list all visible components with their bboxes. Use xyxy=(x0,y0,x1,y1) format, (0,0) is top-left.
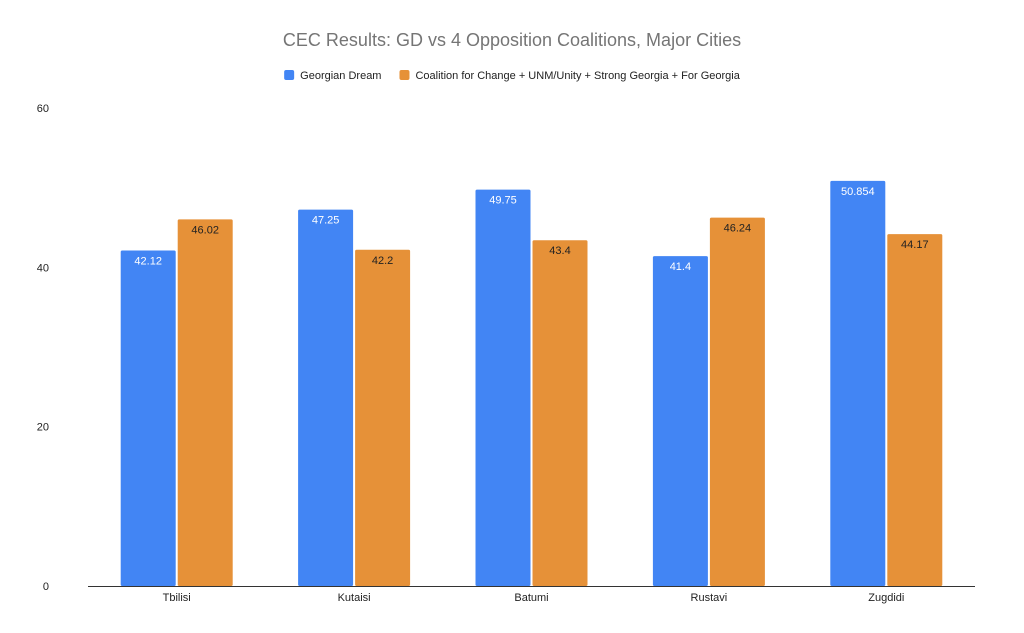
data-label: 44.17 xyxy=(901,239,929,251)
x-axis: Tbilisi Kutaisi Batumi Rustavi Zugdidi xyxy=(88,586,975,604)
data-label: 50.854 xyxy=(841,186,875,198)
data-label: 46.02 xyxy=(191,224,219,236)
x-tick-label: Kutaisi xyxy=(338,592,371,604)
y-tick-label: 0 xyxy=(43,581,49,593)
data-label: 42.12 xyxy=(134,255,162,267)
bar-coalition-zugdidi xyxy=(887,234,943,586)
legend-swatch xyxy=(399,70,410,80)
legend-swatch xyxy=(284,70,295,80)
bar-coalition-tbilisi xyxy=(177,219,233,586)
y-tick-label: 60 xyxy=(37,103,49,115)
legend-label: Georgian Dream xyxy=(300,70,381,82)
x-tick-label: Batumi xyxy=(514,592,548,604)
bar-georgian-dream-rustavi xyxy=(652,256,708,586)
y-tick-label: 40 xyxy=(37,262,49,274)
y-axis: 0 20 40 60 xyxy=(37,103,49,593)
legend-label: Coalition for Change + UNM/Unity + Stron… xyxy=(415,70,740,82)
data-label: 47.25 xyxy=(312,215,340,227)
bar-georgian-dream-kutaisi xyxy=(298,209,354,586)
bar-coalition-batumi xyxy=(532,240,588,586)
x-tick-label: Tbilisi xyxy=(163,592,191,604)
legend: Georgian Dream Coalition for Change + UNM… xyxy=(284,70,741,82)
data-label: 43.4 xyxy=(549,245,570,257)
data-labels: 42.12 46.02 47.25 42.2 49.75 43.4 41.4 46.24 50.… xyxy=(134,186,928,273)
data-label: 41.4 xyxy=(670,261,691,273)
bar-georgian-dream-tbilisi xyxy=(120,250,176,586)
bar-coalition-kutaisi xyxy=(355,249,411,586)
data-label: 42.2 xyxy=(372,255,393,267)
chart-title: CEC Results: GD vs 4 Opposition Coalitio… xyxy=(283,30,741,50)
y-tick-label: 20 xyxy=(37,422,49,434)
bars xyxy=(120,180,943,587)
data-label: 46.24 xyxy=(724,223,752,235)
x-tick-label: Zugdidi xyxy=(868,592,904,604)
bar-georgian-dream-batumi xyxy=(475,189,531,587)
bar-georgian-dream-zugdidi xyxy=(830,180,886,586)
data-label: 49.75 xyxy=(489,195,517,207)
x-tick-label: Rustavi xyxy=(691,592,728,604)
bar-coalition-rustavi xyxy=(709,217,765,586)
